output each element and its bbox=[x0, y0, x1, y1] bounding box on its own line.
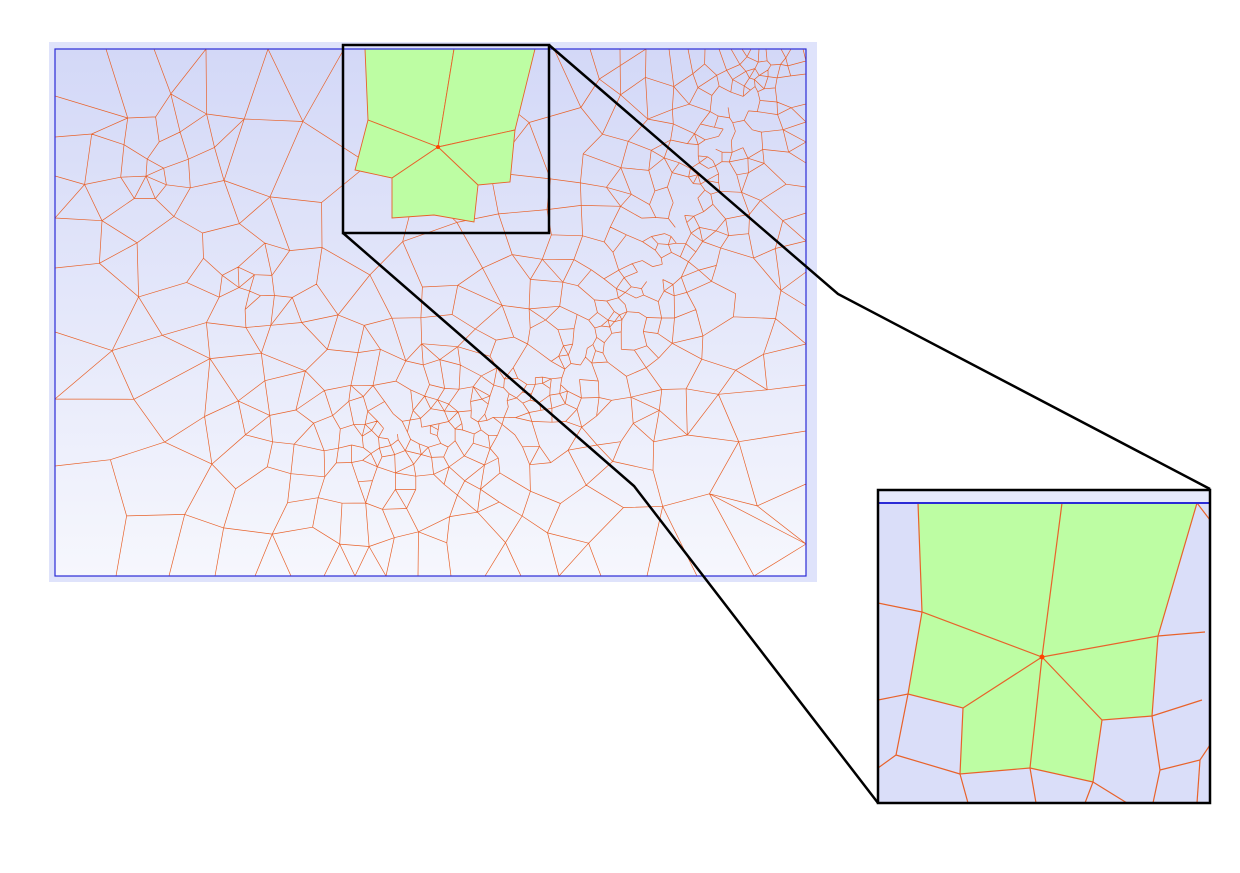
zoom-connector-lower bbox=[342, 232, 879, 804]
zoom-star-vertex bbox=[1039, 654, 1045, 660]
zoom-cell-top-left bbox=[918, 503, 1062, 657]
zoom-cell-top-right bbox=[1042, 503, 1197, 657]
mesh-edge-network bbox=[55, 49, 806, 576]
zoom-frame bbox=[876, 488, 1212, 805]
highlighted-cells-main bbox=[354, 49, 536, 223]
domain-border bbox=[54, 48, 807, 577]
main-star-vertex bbox=[436, 145, 440, 149]
zoom-cell-right bbox=[1042, 636, 1158, 720]
zoom-cell-bottom bbox=[960, 657, 1102, 782]
zoom-cell-left bbox=[908, 612, 1042, 708]
zoom-highlight-cells bbox=[908, 503, 1197, 782]
zoom-connector-upper bbox=[548, 44, 1211, 491]
zoom-detail-view bbox=[876, 488, 1212, 805]
mesh-edges bbox=[55, 49, 806, 576]
main-mesh-view bbox=[49, 42, 817, 582]
main-cell-bottom bbox=[391, 146, 479, 223]
zoom-outer-strip bbox=[878, 490, 1210, 503]
zoom-source-frame bbox=[341, 43, 551, 235]
